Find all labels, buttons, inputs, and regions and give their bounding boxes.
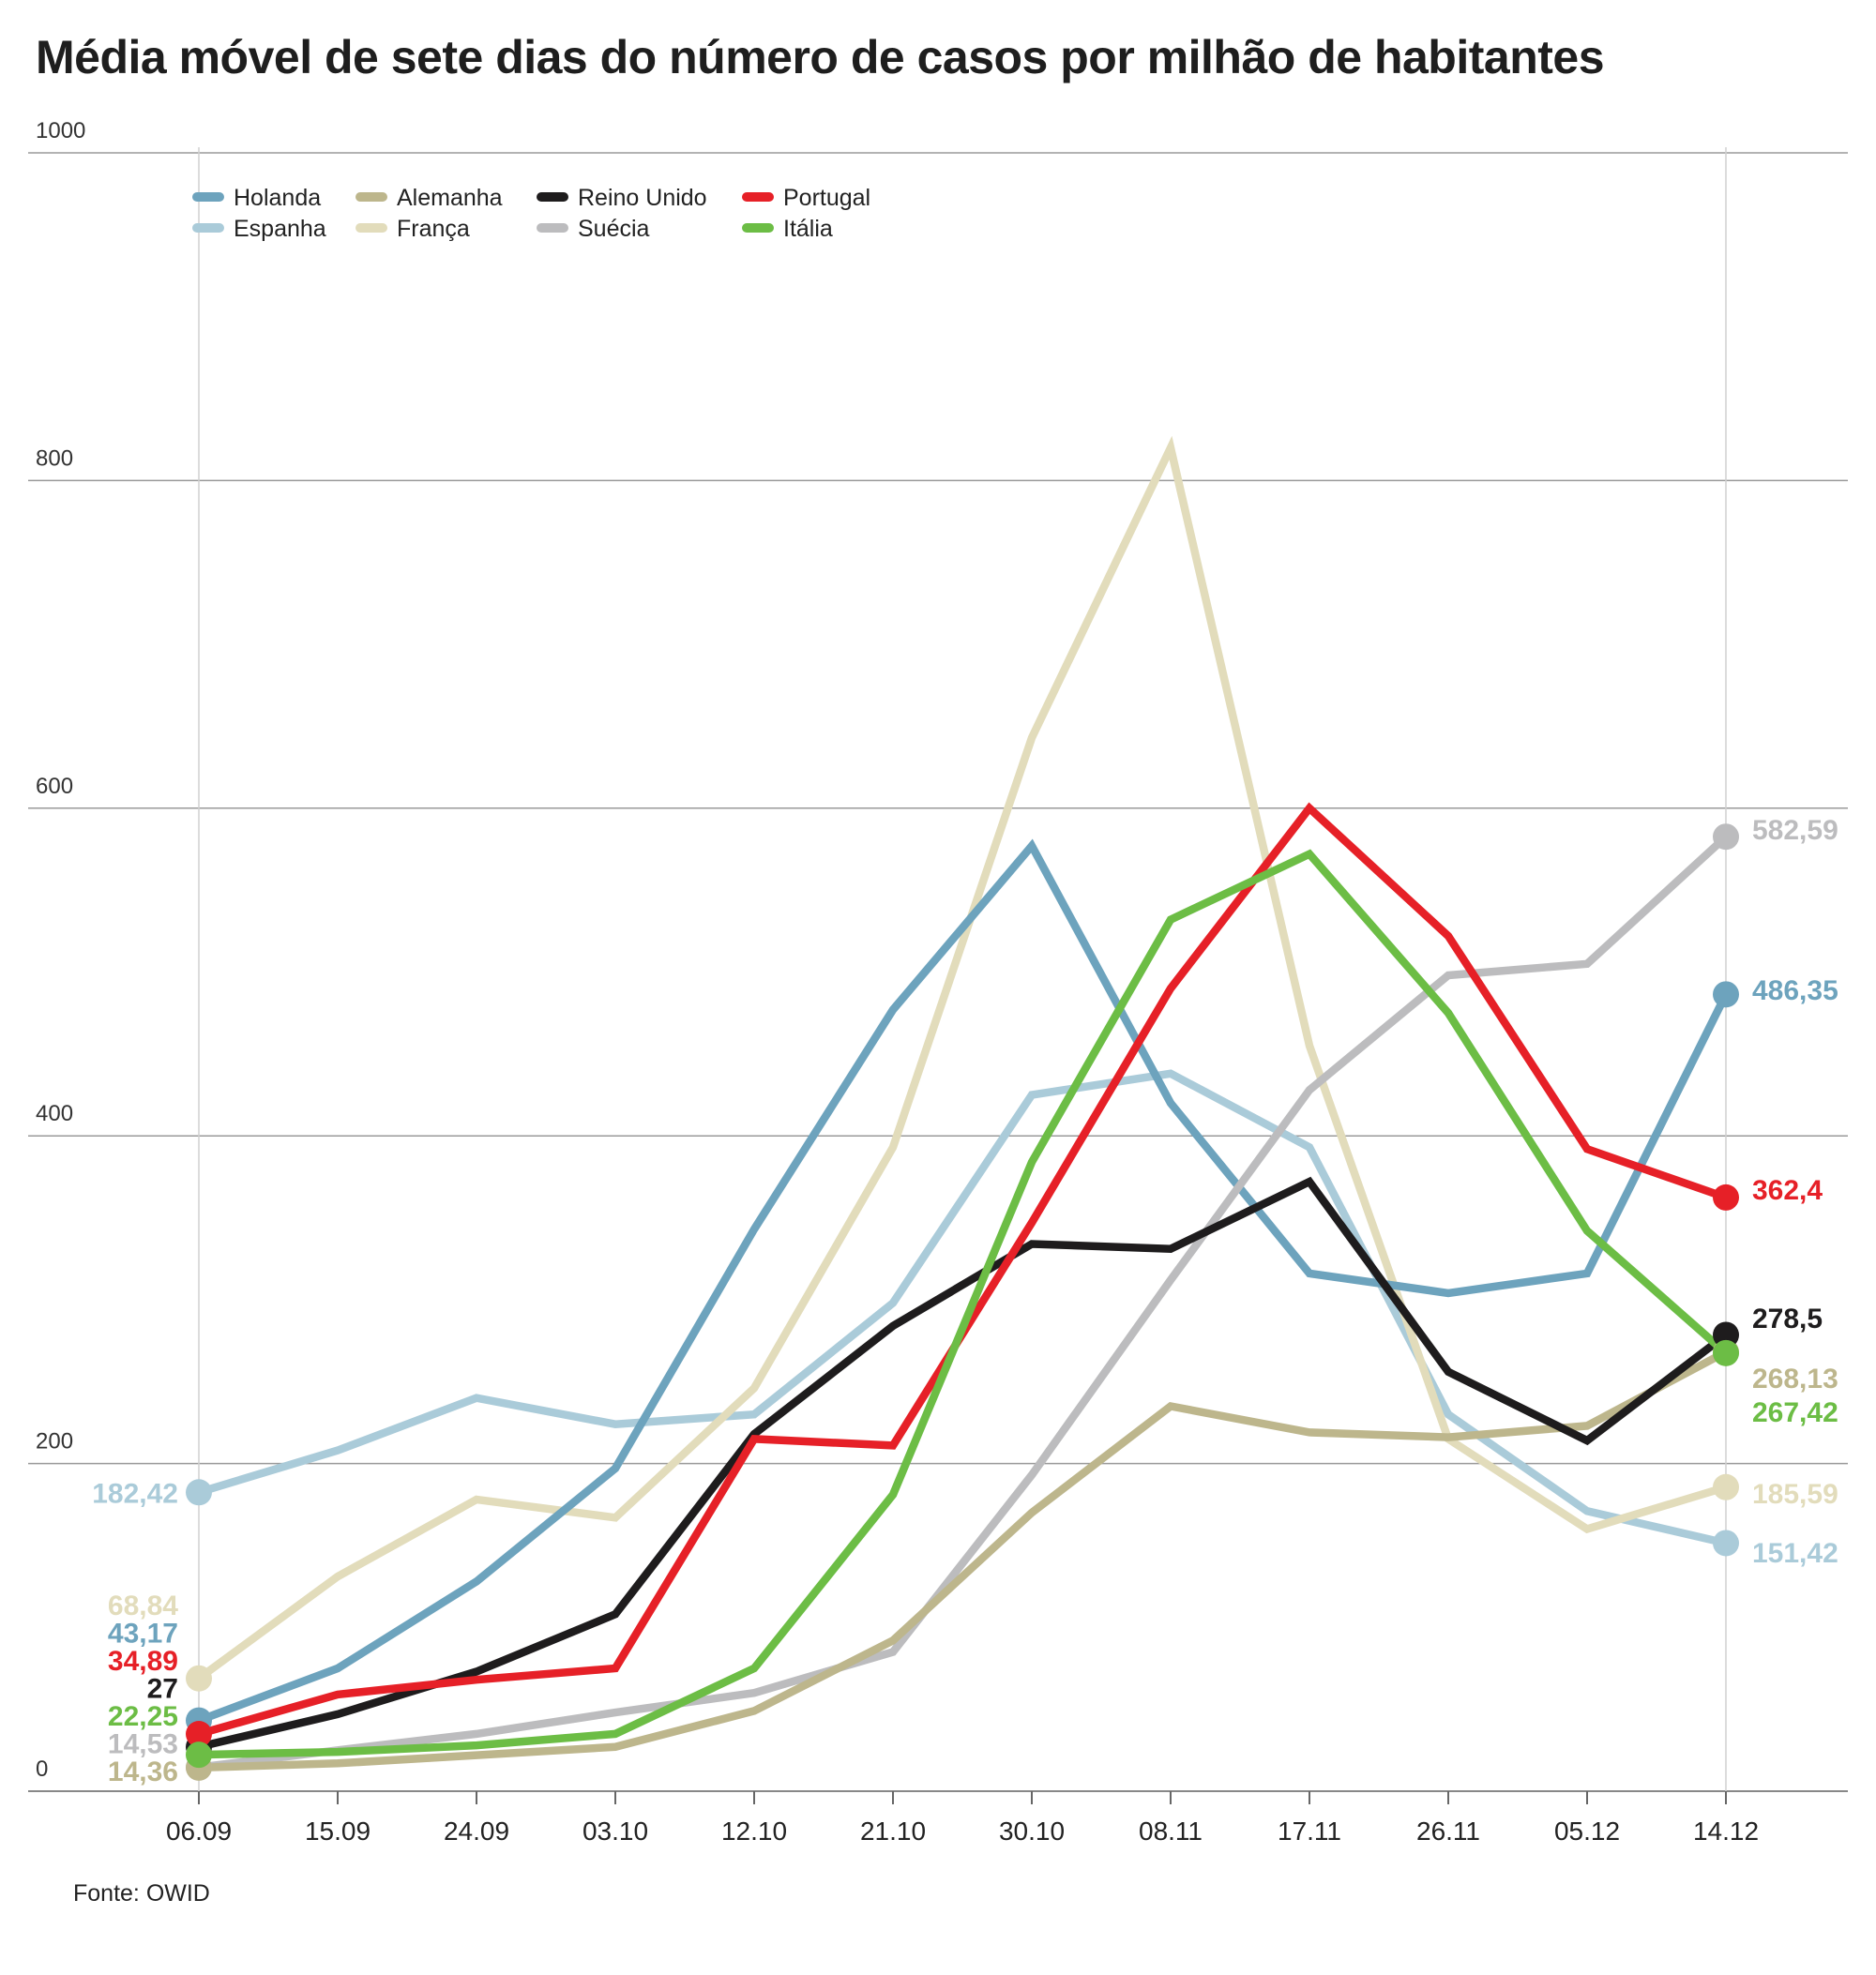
chart-title: Média móvel de sete dias do número de ca…: [36, 31, 1605, 83]
start-value-label: 182,42: [92, 1478, 178, 1509]
end-value-label: 268,13: [1752, 1364, 1838, 1395]
legend-label: Suécia: [578, 216, 650, 242]
series-line-espanha: [197, 1069, 1727, 1547]
series-line-suécia: [198, 834, 1729, 1771]
legend-label: Itália: [783, 216, 833, 242]
start-value-label: 27: [147, 1674, 178, 1705]
series-line-holanda: [197, 838, 1730, 1725]
x-tick-label: 30.10: [999, 1817, 1065, 1846]
marker-start-itália: [186, 1741, 212, 1769]
legend-label: Portugal: [783, 185, 870, 211]
start-value-label: 34,89: [108, 1646, 178, 1677]
marker-end-portugal: [1713, 1183, 1739, 1211]
marker-end-itália: [1713, 1339, 1739, 1366]
end-value-label: 278,5: [1752, 1304, 1823, 1334]
y-tick-label: 400: [36, 1101, 73, 1126]
end-value-label: 185,59: [1752, 1479, 1838, 1510]
start-value-label: 14,36: [108, 1756, 178, 1787]
axes: 0 200 400 600 800 1000 06.09 15.09 24.09 03.10 12.…: [36, 118, 1759, 1846]
end-value-label: 362,4: [1752, 1175, 1823, 1206]
y-tick-label: 0: [36, 1756, 48, 1782]
legend-label: Alemanha: [397, 185, 503, 211]
marker-end-reino-unido: [1713, 1321, 1739, 1349]
start-value-label: 68,84: [108, 1591, 178, 1621]
start-value-label: 22,25: [108, 1701, 178, 1732]
series-line-reino-unido: [198, 1176, 1729, 1751]
x-tick-label: 03.10: [582, 1817, 648, 1846]
marker-end-suécia: [1713, 823, 1739, 851]
legend-label: Holanda: [234, 185, 321, 211]
legend-label: França: [397, 216, 470, 242]
series-line-frança: [196, 435, 1728, 1682]
source-note: Fonte: OWID: [73, 1880, 210, 1907]
marker-end-holanda: [1713, 981, 1739, 1008]
marker-start-espanha: [186, 1479, 212, 1506]
x-tick-label: 08.11: [1139, 1817, 1203, 1846]
y-tick-label: 800: [36, 445, 73, 471]
start-value-label: 43,17: [108, 1619, 178, 1650]
series-lines: [196, 435, 1730, 1772]
x-tick-label: 14.12: [1693, 1817, 1759, 1846]
x-tick-label: 17.11: [1278, 1817, 1341, 1846]
x-tick-label: 21.10: [860, 1817, 926, 1846]
series-line-alemanha: [198, 1348, 1728, 1772]
gridlines: [28, 147, 1848, 1792]
y-tick-label: 600: [36, 774, 73, 799]
series-line-itália: [198, 849, 1729, 1759]
marker-end-espanha: [1713, 1530, 1739, 1557]
start-value-label: 14,53: [108, 1729, 178, 1760]
end-value-label: 486,35: [1752, 975, 1838, 1006]
end-markers: [186, 823, 1739, 1781]
marker-start-frança: [186, 1665, 212, 1692]
x-tick-label: 06.09: [166, 1817, 232, 1846]
end-value-label: 582,59: [1752, 815, 1838, 846]
x-tick-label: 26.11: [1416, 1817, 1480, 1846]
legend-label: Reino Unido: [578, 185, 707, 211]
x-tick-label: 15.09: [305, 1817, 371, 1846]
y-tick-label: 1000: [36, 118, 85, 143]
marker-start-portugal: [186, 1721, 212, 1748]
legend: Holanda Alemanha Reino Unido Portugal Espanh…: [192, 185, 870, 242]
y-tick-label: 200: [36, 1429, 73, 1455]
x-tick-label: 05.12: [1554, 1817, 1620, 1846]
legend-label: Espanha: [234, 216, 326, 242]
end-value-label: 267,42: [1752, 1397, 1838, 1428]
x-tick-label: 24.09: [444, 1817, 509, 1846]
end-value-label: 151,42: [1752, 1538, 1838, 1569]
marker-end-frança: [1713, 1473, 1739, 1500]
x-tick-label: 12.10: [721, 1817, 787, 1846]
